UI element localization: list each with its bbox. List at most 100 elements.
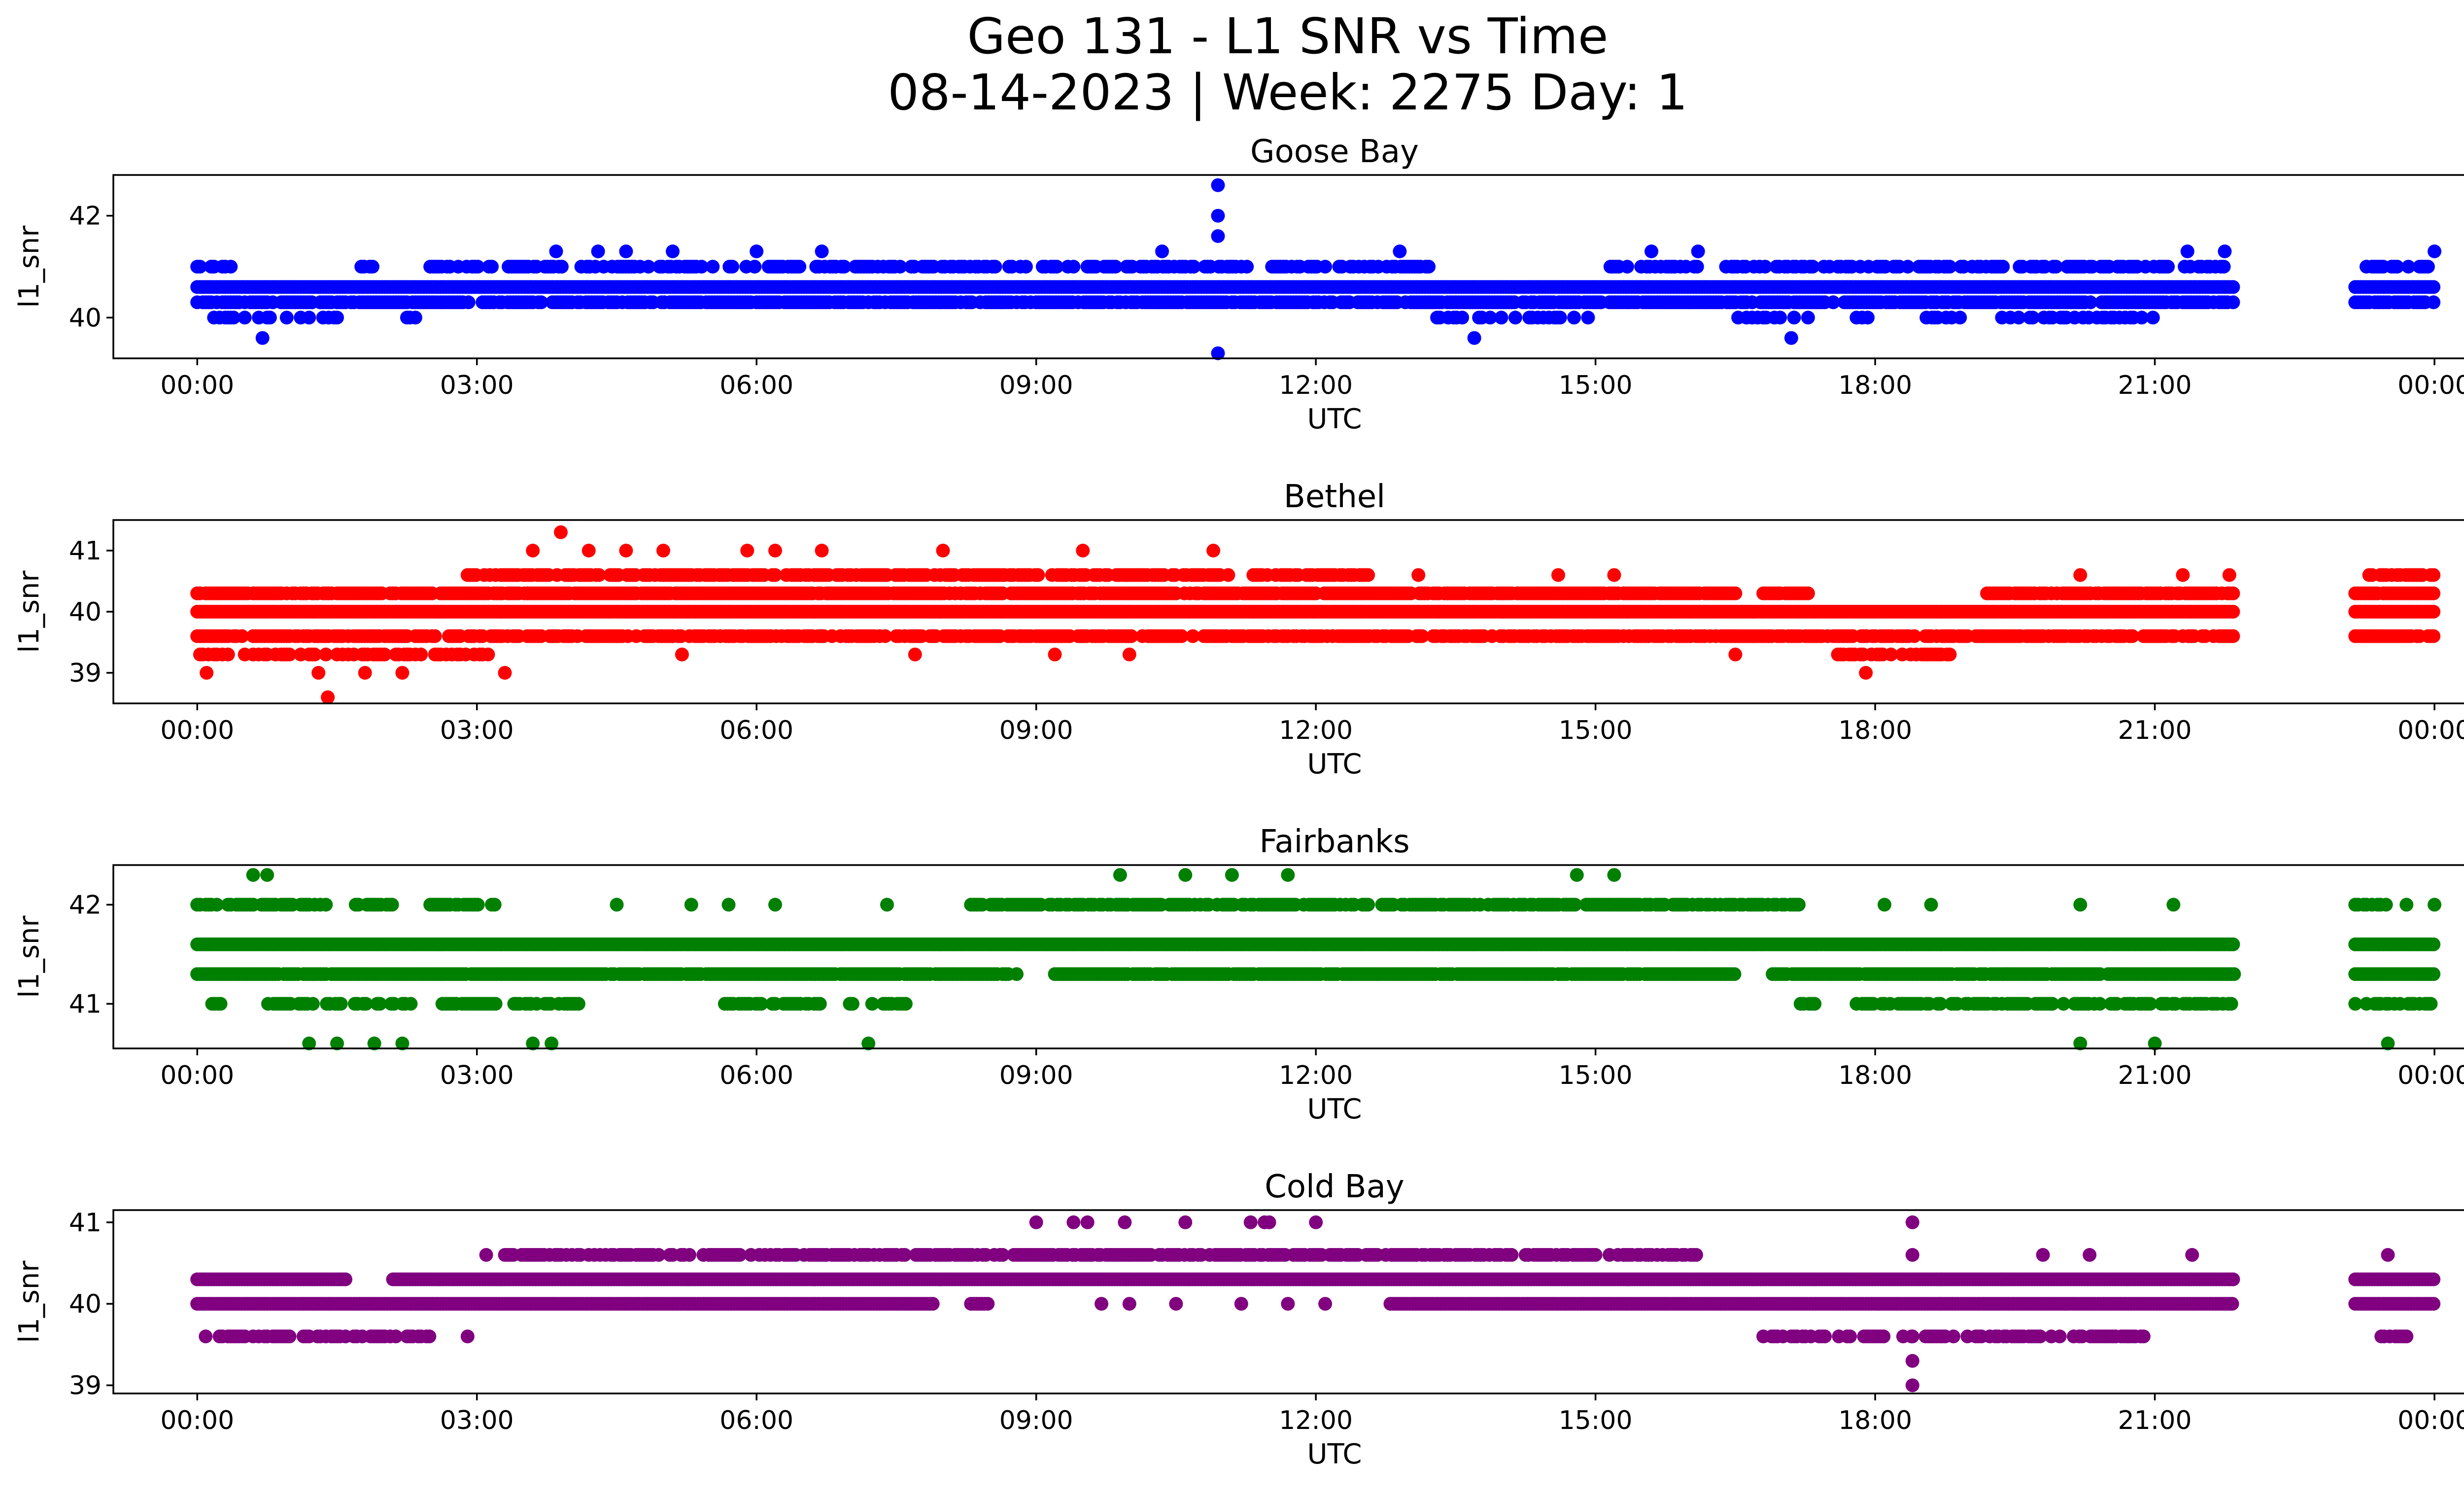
data-point bbox=[1393, 244, 1407, 258]
data-point bbox=[2176, 568, 2190, 582]
y-tick-label: 41 bbox=[69, 536, 102, 566]
data-point bbox=[750, 244, 764, 258]
data-point bbox=[1787, 311, 1801, 325]
data-point bbox=[554, 260, 569, 274]
data-point bbox=[235, 629, 249, 643]
data-point bbox=[365, 260, 379, 274]
data-point bbox=[534, 295, 548, 310]
data-point bbox=[2401, 260, 2416, 274]
data-point bbox=[1206, 544, 1221, 557]
data-point bbox=[988, 260, 1002, 274]
data-point bbox=[1508, 311, 1522, 325]
data-point bbox=[641, 260, 655, 274]
x-tick-label: 21:00 bbox=[2118, 371, 2192, 400]
data-point bbox=[837, 260, 851, 274]
data-point bbox=[2012, 311, 2026, 325]
x-tick-label: 00:00 bbox=[2397, 371, 2464, 400]
x-tick-label: 21:00 bbox=[2118, 716, 2192, 745]
data-point bbox=[706, 260, 720, 274]
data-point bbox=[1784, 331, 1798, 345]
data-point bbox=[2427, 629, 2441, 643]
data-point bbox=[1174, 629, 1189, 643]
y-tick-label: 40 bbox=[69, 597, 102, 627]
data-point bbox=[571, 997, 585, 1011]
data-point bbox=[2226, 280, 2240, 294]
data-point bbox=[2161, 260, 2175, 274]
data-point bbox=[1048, 647, 1062, 661]
data-point bbox=[2217, 260, 2231, 274]
data-point bbox=[1826, 295, 1840, 310]
x-tick-label: 12:00 bbox=[1279, 371, 1353, 400]
data-point bbox=[377, 647, 392, 661]
data-point bbox=[1467, 331, 1481, 345]
data-point bbox=[1483, 311, 1497, 325]
chart-title-line-1: Geo 131 - L1 SNR vs Time bbox=[967, 7, 1608, 65]
subplot-title: Goose Bay bbox=[1250, 134, 1419, 170]
data-point bbox=[656, 544, 670, 557]
data-point bbox=[1019, 260, 1033, 274]
data-point bbox=[792, 260, 807, 274]
data-point bbox=[2226, 605, 2240, 619]
data-point bbox=[1211, 209, 1225, 223]
scatter-series bbox=[190, 525, 2441, 704]
data-point bbox=[1122, 647, 1136, 661]
data-point bbox=[1186, 629, 1200, 643]
data-point bbox=[2073, 568, 2088, 582]
data-point bbox=[813, 997, 827, 1011]
data-point bbox=[1455, 311, 1470, 325]
data-point bbox=[2424, 997, 2438, 1011]
data-point bbox=[554, 525, 568, 539]
y-tick-label: 40 bbox=[69, 303, 102, 333]
data-point bbox=[1884, 647, 1898, 661]
axes-frame bbox=[112, 174, 2464, 359]
data-point bbox=[1801, 311, 1815, 325]
data-point bbox=[878, 629, 892, 643]
data-point bbox=[1050, 260, 1064, 274]
data-point bbox=[2135, 311, 2149, 325]
data-point bbox=[2427, 568, 2441, 582]
subplot-title: Fairbanks bbox=[1259, 824, 1409, 860]
data-point bbox=[2421, 260, 2435, 274]
data-point bbox=[898, 997, 913, 1011]
data-point bbox=[1808, 997, 1822, 1011]
data-point bbox=[319, 647, 333, 661]
data-point bbox=[1187, 260, 1201, 274]
data-point bbox=[193, 260, 207, 274]
data-point bbox=[263, 311, 277, 325]
data-point bbox=[1318, 260, 1333, 274]
data-point bbox=[1155, 244, 1169, 258]
data-point bbox=[1907, 629, 1921, 643]
data-point bbox=[675, 647, 689, 661]
data-point bbox=[893, 260, 907, 274]
data-point bbox=[1727, 967, 1742, 981]
data-point bbox=[2224, 997, 2238, 1011]
x-tick-label: 03:00 bbox=[440, 716, 514, 745]
data-point bbox=[1361, 568, 1375, 582]
data-point bbox=[1801, 586, 1815, 600]
data-point bbox=[2084, 295, 2098, 310]
data-point bbox=[846, 997, 859, 1011]
data-point bbox=[2427, 605, 2441, 619]
data-point bbox=[1494, 311, 1508, 325]
x-tick-label: 00:00 bbox=[2397, 716, 2464, 745]
data-point bbox=[1943, 647, 1957, 661]
data-point bbox=[306, 997, 320, 1011]
scatter-series bbox=[190, 868, 2442, 1050]
data-point bbox=[2025, 311, 2040, 325]
subplot-title: Bethel bbox=[1284, 479, 1385, 515]
data-point bbox=[1031, 568, 1045, 582]
x-tick-label: 09:00 bbox=[999, 716, 1073, 745]
data-point bbox=[1901, 260, 1915, 274]
data-point bbox=[1943, 260, 1957, 274]
x-tick-label: 09:00 bbox=[999, 371, 1073, 400]
x-tick-label: 12:00 bbox=[1279, 716, 1353, 745]
data-point bbox=[2226, 295, 2240, 310]
data-point bbox=[1859, 666, 1873, 680]
x-tick-label: 03:00 bbox=[440, 371, 514, 400]
data-point bbox=[694, 260, 709, 274]
data-point bbox=[2222, 568, 2236, 582]
data-point bbox=[1221, 568, 1235, 582]
